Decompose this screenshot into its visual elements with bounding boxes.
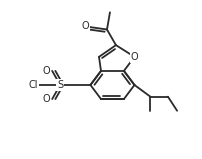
Text: S: S: [57, 80, 63, 90]
Text: O: O: [81, 21, 89, 31]
Text: O: O: [42, 66, 50, 76]
Text: O: O: [131, 52, 138, 62]
Text: Cl: Cl: [28, 80, 38, 90]
Text: O: O: [42, 94, 50, 104]
